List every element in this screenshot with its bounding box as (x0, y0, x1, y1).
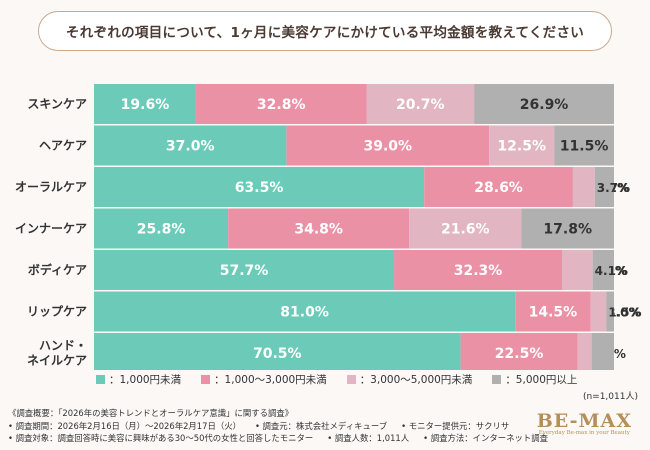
value-label: 32.8% (257, 97, 306, 113)
brand-name: BE-MAX (536, 410, 632, 432)
bar-segment (94, 84, 196, 124)
value-label: 81.0% (280, 305, 329, 321)
footer-heading: 《調査概要：「2026年の美容トレンドとオーラルケア意識」に関する調査》 (8, 408, 294, 418)
value-label: 37.0% (166, 139, 215, 155)
legend-label: ：1,000円未満 (109, 374, 182, 386)
bar-segment (515, 291, 591, 332)
bar-segment (394, 250, 562, 290)
legend-item: ：1,000〜3,000円未満 (201, 372, 327, 387)
bar-segment (591, 333, 614, 370)
category-label: ハンド・ (39, 339, 87, 353)
bar-segment (592, 250, 614, 290)
legend-swatch (346, 375, 356, 384)
bar-segment (521, 208, 614, 249)
category-label: リップケア (27, 304, 87, 319)
footer-method: • 調査方法：インターネット調査 (423, 433, 548, 443)
bar-segment (424, 167, 573, 207)
value-label: 14.5% (529, 305, 578, 321)
footer-row: • 調査期間：2026年2月16日（月）〜2026年2月17日（火） • 調査元… (8, 420, 548, 433)
bar-segment (460, 333, 578, 370)
value-label: 3.7% (597, 181, 630, 195)
footer-row: • 調査対象：調査回答時に美容に興味がある30〜50代の女性と回答したモニター … (8, 432, 548, 445)
value-label: 70.5% (253, 346, 302, 362)
bar-segment (572, 167, 595, 207)
value-label: 32.3% (454, 263, 503, 279)
value-label: 3.0% (607, 306, 640, 320)
value-label: 1.5% (608, 306, 641, 320)
bar-segment (94, 167, 425, 207)
value-label: 63.5% (235, 180, 284, 196)
brand-tagline: Everyday Be-max in your Beauty (538, 430, 630, 436)
bar-segment (594, 167, 614, 207)
category-label: インナーケア (15, 222, 87, 236)
bar-segment (554, 125, 614, 166)
bar-segment (562, 250, 593, 290)
value-label: 28.6% (474, 180, 523, 196)
value-label: 39.0% (364, 139, 413, 155)
value-label: 12.5% (497, 139, 546, 155)
bar-segment (606, 291, 614, 332)
chart-title-box: それぞれの項目について、1ヶ月に美容ケアにかけている平均金額を教えてください (38, 11, 612, 51)
bar-segment (409, 208, 522, 249)
bar-segment (228, 208, 410, 249)
bar-segment (94, 250, 395, 290)
legend-swatch (96, 375, 105, 384)
category-label: ヘアケア (39, 139, 87, 153)
value-label: 11.5% (560, 139, 609, 155)
value-label: 26.9% (520, 97, 569, 113)
stacked-bar-chart: スキンケア 19.6% 32.8% 20.7% 26.9% ヘアケア 37.0% 39.0% 1… (15, 84, 641, 370)
legend: ：1,000円未満 ：1,000〜3,000円未満 ：3,000〜5,000円未… (96, 372, 577, 387)
category-label: ボディケア (28, 262, 87, 277)
footer-count: • 調査人数：1,011人 (327, 433, 410, 443)
category-label: ネイルケア (27, 354, 87, 368)
bar-segment (590, 291, 607, 332)
value-label: 17.8% (543, 222, 592, 238)
legend-swatch (492, 375, 502, 384)
value-label: 4.1% (595, 264, 628, 278)
value-label: 57.7% (220, 263, 269, 279)
bar-segment (94, 125, 287, 166)
bar-segment (94, 208, 229, 249)
footer-monitor: • モニター提供元：サクリサ (401, 420, 510, 431)
bar-segment (195, 84, 367, 124)
value-label: 21.6% (441, 222, 490, 238)
bar-segment (577, 333, 592, 370)
footer-source: • 調査元：株式会社メディキューブ (254, 420, 388, 431)
legend-item: ：3,000〜5,000円未満 (346, 372, 473, 387)
legend-swatch (201, 375, 211, 384)
survey-footer: 《調査概要：「2026年の美容トレンドとオーラルケア意識」に関する調査》 • 調… (8, 407, 548, 445)
legend-item: ：1,000円未満 (96, 372, 181, 387)
bar-segment (366, 84, 475, 124)
brand-logo: BE-MAX Everyday Be-max in your Beauty (537, 410, 632, 436)
value-label: 19.6% (121, 97, 170, 113)
bar-segment (94, 291, 516, 332)
value-label: 25.8% (137, 222, 186, 238)
footer-target: • 調査対象：調査回答時に美容に興味がある30〜50代の女性と回答したモニター (8, 433, 314, 443)
legend-label: ：3,000〜5,000円未満 (359, 374, 473, 386)
bar-segment (474, 84, 614, 124)
category-label: オーラルケア (15, 180, 87, 194)
sample-size-note: (n=1,011人) (582, 392, 638, 402)
bar-segment (94, 333, 461, 370)
value-label: 34.8% (294, 222, 343, 238)
footer-period: • 調査期間：2026年2月16日（月）〜2026年2月17日（火） (8, 420, 241, 431)
legend-label: ：5,000円以上 (505, 374, 578, 386)
category-label: スキンケア (27, 97, 87, 111)
bar-segment (489, 125, 555, 166)
value-label: 20.7% (396, 97, 445, 113)
value-label: 22.5% (495, 346, 544, 362)
legend-item: ：5,000円以上 (492, 372, 577, 387)
legend-label: ：1,000〜3,000円未満 (214, 374, 327, 386)
chart-title: それぞれの項目について、1ヶ月に美容ケアにかけている平均金額を教えてください (65, 25, 585, 41)
bar-segment (286, 125, 490, 166)
